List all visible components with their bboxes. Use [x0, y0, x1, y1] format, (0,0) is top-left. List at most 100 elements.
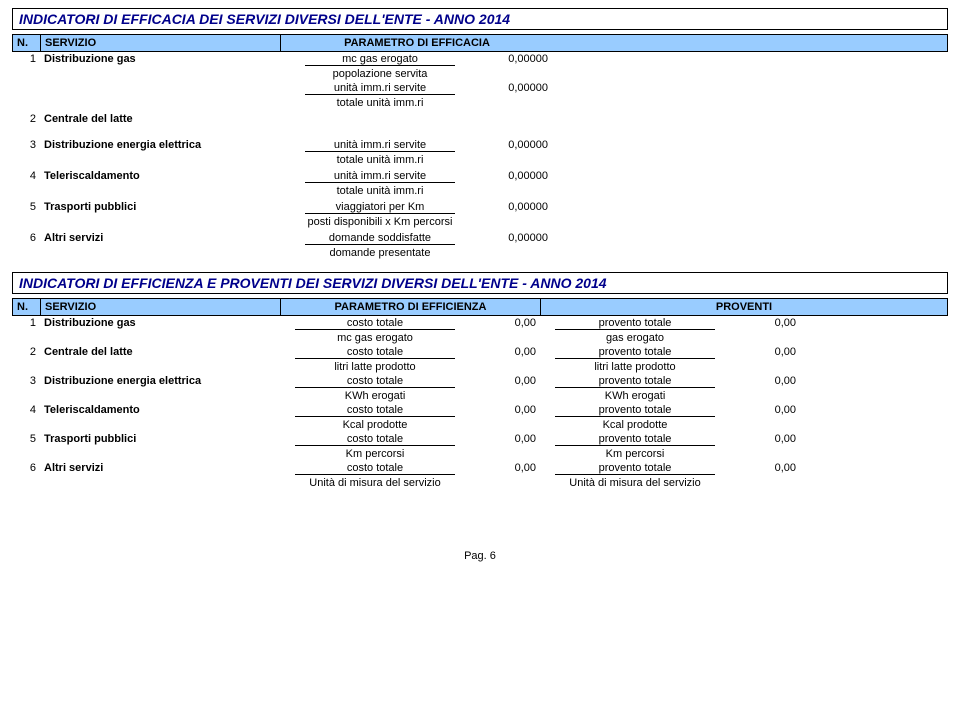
param-denominator: domande presentate: [305, 247, 455, 259]
costo-denominator: Km percorsi: [295, 448, 455, 460]
param-numerator: domande soddisfatte: [305, 232, 455, 245]
efficacia-table: 1 Distribuzione gas mc gas erogato 0,000…: [12, 52, 948, 260]
param-numerator: viaggiatori per Km: [305, 201, 455, 214]
header-n: N.: [13, 299, 41, 315]
table-row: 4 Teleriscaldamento costo totale 0,00 pr…: [12, 403, 948, 432]
row-servizio: Altri servizi: [40, 461, 280, 476]
provento-numerator: provento totale: [555, 317, 715, 330]
efficienza-table: 1 Distribuzione gas costo totale 0,00 pr…: [12, 316, 948, 490]
provento-denominator: Unità di misura del servizio: [555, 477, 715, 489]
param-denominator: posti disponibili x Km percorsi: [304, 216, 457, 228]
efficienza-header-row: N. SERVIZIO PARAMETRO DI EFFICIENZA PROV…: [12, 298, 948, 316]
costo-denominator: Kcal prodotte: [295, 419, 455, 431]
table-row: 3 Distribuzione energia elettrica unità …: [12, 138, 948, 167]
row-number: 3: [12, 138, 40, 153]
table-row: 5 Trasporti pubblici viaggiatori per Km …: [12, 200, 948, 229]
costo-numerator: costo totale: [295, 375, 455, 388]
param-denominator: totale unità imm.ri: [305, 185, 455, 197]
provento-denominator: Km percorsi: [555, 448, 715, 460]
provento-value: 0,00: [730, 403, 800, 418]
row-number: 3: [12, 374, 40, 389]
header-parametro: PARAMETRO DI EFFICIENZA: [281, 299, 541, 315]
header-proventi: PROVENTI: [541, 299, 947, 315]
param-value: 0,00000: [480, 169, 552, 184]
provento-value: 0,00: [730, 374, 800, 389]
row-number: 5: [12, 200, 40, 215]
provento-numerator: provento totale: [555, 404, 715, 417]
costo-numerator: costo totale: [295, 462, 455, 475]
costo-denominator: Unità di misura del servizio: [295, 477, 455, 489]
header-servizio: SERVIZIO: [41, 299, 281, 315]
param-value: 0,00000: [480, 81, 552, 96]
row-servizio: Distribuzione energia elettrica: [40, 374, 280, 389]
header-servizio: SERVIZIO: [41, 35, 281, 51]
row-servizio: Distribuzione gas: [40, 52, 280, 67]
efficacia-title: INDICATORI DI EFFICACIA DEI SERVIZI DIVE…: [19, 11, 510, 27]
row-servizio: Teleriscaldamento: [40, 403, 280, 418]
efficacia-header-row: N. SERVIZIO PARAMETRO DI EFFICACIA: [12, 34, 948, 52]
table-row: 5 Trasporti pubblici costo totale 0,00 p…: [12, 432, 948, 461]
provento-numerator: provento totale: [555, 346, 715, 359]
header-n: N.: [13, 35, 41, 51]
provento-denominator: KWh erogati: [555, 390, 715, 402]
costo-numerator: costo totale: [295, 433, 455, 446]
costo-denominator: mc gas erogato: [295, 332, 455, 344]
costo-value: 0,00: [470, 316, 540, 331]
row-number: 5: [12, 432, 40, 447]
row-servizio: Teleriscaldamento: [40, 169, 280, 184]
costo-numerator: costo totale: [295, 317, 455, 330]
costo-denominator: KWh erogati: [295, 390, 455, 402]
row-number: 1: [12, 316, 40, 331]
param-numerator: unità imm.ri servite: [305, 170, 455, 183]
param-numerator: mc gas erogato: [305, 53, 455, 66]
row-servizio: Centrale del latte: [40, 112, 280, 126]
param-numerator: unità imm.ri servite: [305, 139, 455, 152]
provento-denominator: litri latte prodotto: [555, 361, 715, 373]
costo-value: 0,00: [470, 374, 540, 389]
table-row: 6 Altri servizi domande soddisfatte 0,00…: [12, 231, 948, 260]
param-value: 0,00000: [480, 200, 552, 215]
costo-value: 0,00: [470, 403, 540, 418]
param-denominator: totale unità imm.ri: [305, 154, 455, 166]
provento-value: 0,00: [730, 461, 800, 476]
table-row: 2 Centrale del latte costo totale 0,00 p…: [12, 345, 948, 374]
provento-value: 0,00: [730, 345, 800, 360]
row-number: 6: [12, 461, 40, 476]
row-servizio: Trasporti pubblici: [40, 432, 280, 447]
provento-value: 0,00: [730, 316, 800, 331]
table-row: 3 Distribuzione energia elettrica costo …: [12, 374, 948, 403]
param-value: 0,00000: [480, 231, 552, 246]
efficacia-title-box: INDICATORI DI EFFICACIA DEI SERVIZI DIVE…: [12, 8, 948, 30]
costo-value: 0,00: [470, 432, 540, 447]
row-number: 4: [12, 403, 40, 418]
row-servizio: Altri servizi: [40, 231, 280, 246]
efficienza-title-box: INDICATORI DI EFFICIENZA E PROVENTI DEI …: [12, 272, 948, 294]
row-number: 1: [12, 52, 40, 67]
row-number: 2: [12, 112, 40, 126]
row-servizio: Distribuzione gas: [40, 316, 280, 331]
row-number: 2: [12, 345, 40, 360]
param-value: 0,00000: [480, 52, 552, 67]
costo-value: 0,00: [470, 345, 540, 360]
row-servizio: Trasporti pubblici: [40, 200, 280, 215]
costo-denominator: litri latte prodotto: [295, 361, 455, 373]
header-parametro: PARAMETRO DI EFFICACIA: [281, 35, 553, 51]
page-footer: Pag. 6: [12, 550, 948, 562]
table-row: 6 Altri servizi costo totale 0,00 proven…: [12, 461, 948, 490]
param-numerator: unità imm.ri servite: [305, 82, 455, 95]
efficienza-title: INDICATORI DI EFFICIENZA E PROVENTI DEI …: [19, 275, 607, 291]
table-row: 1 Distribuzione gas costo totale 0,00 pr…: [12, 316, 948, 345]
param-denominator: popolazione servita: [305, 68, 455, 80]
provento-value: 0,00: [730, 432, 800, 447]
costo-numerator: costo totale: [295, 346, 455, 359]
provento-numerator: provento totale: [555, 462, 715, 475]
costo-value: 0,00: [470, 461, 540, 476]
table-row: 4 Teleriscaldamento unità imm.ri servite…: [12, 169, 948, 198]
costo-numerator: costo totale: [295, 404, 455, 417]
row-servizio: Distribuzione energia elettrica: [40, 138, 280, 153]
row-number: 6: [12, 231, 40, 246]
row-servizio: Centrale del latte: [40, 345, 280, 360]
table-row: 1 Distribuzione gas mc gas erogato 0,000…: [12, 52, 948, 110]
provento-denominator: gas erogato: [555, 332, 715, 344]
row-number: 4: [12, 169, 40, 184]
